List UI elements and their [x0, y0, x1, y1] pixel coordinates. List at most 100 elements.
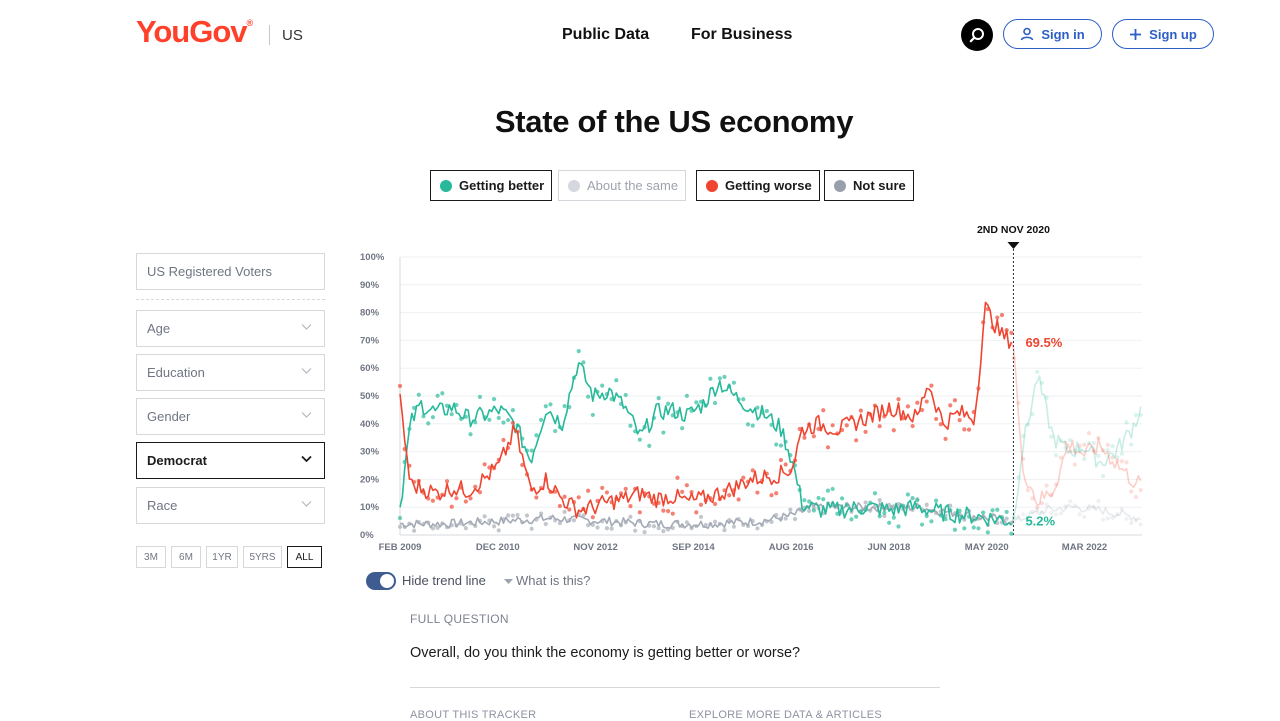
region-label[interactable]: US — [282, 27, 303, 44]
chevron-down-icon — [301, 501, 312, 507]
y-tick-label: 90% — [360, 280, 380, 291]
data-point — [1091, 448, 1096, 453]
data-point — [1068, 449, 1073, 454]
party-dropdown[interactable]: Democrat — [136, 442, 325, 479]
data-point — [444, 403, 450, 408]
data-point — [962, 526, 967, 531]
data-point — [1124, 460, 1129, 465]
data-point — [665, 401, 671, 406]
data-point — [924, 399, 929, 404]
data-point — [524, 513, 530, 518]
range-1yr[interactable]: 1YR — [206, 546, 238, 568]
data-point — [1105, 448, 1110, 453]
explore-more-heading[interactable]: EXPLORE MORE DATA & ARTICLES — [689, 709, 883, 721]
education-dropdown[interactable]: Education — [136, 354, 325, 391]
data-point — [1129, 442, 1134, 447]
age-dropdown[interactable]: Age — [136, 310, 325, 347]
legend-about-the-same[interactable]: About the same — [558, 170, 687, 201]
data-point — [821, 408, 826, 413]
data-point — [1077, 443, 1082, 448]
data-point — [491, 524, 497, 529]
data-point — [1011, 356, 1016, 361]
data-point — [1072, 462, 1077, 467]
data-point — [496, 415, 501, 421]
data-point — [943, 436, 948, 441]
y-tick-label: 80% — [360, 308, 380, 319]
data-point — [581, 360, 586, 365]
population-select[interactable]: US Registered Voters — [136, 253, 325, 290]
data-point — [769, 493, 774, 498]
data-point — [1124, 516, 1129, 521]
sign-up-button[interactable]: Sign up — [1112, 19, 1214, 49]
data-point — [708, 376, 713, 381]
data-point — [698, 514, 704, 520]
data-point — [397, 524, 403, 529]
range-3m[interactable]: 3M — [136, 546, 166, 568]
about-tracker-heading[interactable]: ABOUT THIS TRACKER — [410, 709, 537, 721]
data-point — [477, 394, 483, 399]
data-point — [421, 414, 426, 419]
data-point — [529, 526, 534, 531]
y-tick-label: 60% — [360, 363, 380, 374]
data-point — [830, 423, 835, 428]
data-point — [430, 526, 436, 531]
race-dropdown[interactable]: Race — [136, 487, 325, 524]
filter-divider — [136, 299, 325, 300]
yougov-logo[interactable]: YouGov® — [136, 14, 253, 50]
data-point — [1053, 453, 1059, 458]
data-point — [557, 521, 562, 526]
data-point — [769, 519, 774, 524]
data-point — [576, 349, 581, 354]
economy-chart[interactable]: 0% 10% 20% 30% 40% 50% 60% 70% 80% 90% 100% FEB 200… — [340, 215, 1160, 560]
what-is-this-link[interactable]: What is this? — [504, 573, 590, 588]
data-point — [1058, 455, 1063, 460]
data-point — [962, 427, 967, 432]
data-point — [811, 434, 816, 439]
logo-text: YouGov — [136, 14, 248, 49]
data-point — [684, 520, 689, 525]
legend-not-sure[interactable]: Not sure — [824, 170, 914, 201]
data-point — [971, 525, 976, 530]
range-6m[interactable]: 6M — [171, 546, 201, 568]
data-point — [463, 499, 468, 504]
data-point — [1110, 455, 1115, 460]
range-5yrs[interactable]: 5YRS — [243, 546, 282, 568]
data-point — [1063, 445, 1068, 450]
legend-dot-icon — [568, 179, 580, 192]
trend-line-future-not-sure — [1010, 504, 1142, 525]
data-point — [915, 400, 920, 405]
data-point — [586, 523, 591, 528]
search-button[interactable] — [961, 19, 993, 51]
data-point — [1021, 456, 1026, 461]
trend-line-toggle[interactable] — [366, 572, 396, 590]
nav-for-business[interactable]: For Business — [691, 26, 793, 43]
data-point — [412, 528, 417, 533]
data-point — [576, 495, 581, 500]
data-point — [510, 408, 515, 413]
data-point — [491, 397, 497, 402]
data-point — [1110, 443, 1115, 449]
data-point — [1068, 499, 1073, 504]
data-point — [1100, 517, 1106, 522]
data-point — [854, 438, 859, 443]
data-point — [919, 407, 925, 413]
legend-getting-better[interactable]: Getting better — [430, 170, 553, 201]
data-point — [712, 501, 718, 507]
data-point — [825, 488, 831, 493]
y-tick-label: 100% — [360, 252, 385, 263]
date-marker-pointer — [1007, 242, 1020, 249]
trend-line-getting-better — [399, 362, 1012, 527]
data-point — [430, 415, 436, 420]
gender-dropdown[interactable]: Gender — [136, 398, 325, 435]
chevron-down-icon — [301, 455, 312, 463]
data-point — [661, 529, 666, 534]
data-point — [891, 515, 896, 520]
range-all[interactable]: ALL — [287, 546, 322, 568]
nav-public-data[interactable]: Public Data — [562, 26, 650, 43]
data-point — [1039, 510, 1045, 515]
data-point — [1100, 473, 1106, 479]
sign-in-button[interactable]: Sign in — [1003, 19, 1102, 49]
legend-getting-worse[interactable]: Getting worse — [696, 170, 820, 201]
data-point — [966, 427, 972, 432]
chevron-down-icon — [301, 412, 312, 418]
